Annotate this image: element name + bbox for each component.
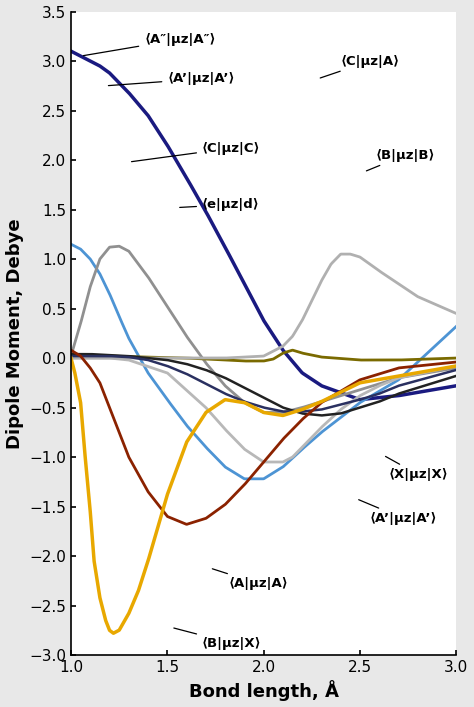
Text: ⟨A’|μᴢ|A’⟩: ⟨A’|μᴢ|A’⟩ [109,72,235,86]
Text: ⟨C|μᴢ|C⟩: ⟨C|μᴢ|C⟩ [131,141,261,162]
Text: ⟨B|μᴢ|X⟩: ⟨B|μᴢ|X⟩ [174,628,262,650]
Text: ⟨X|μᴢ|X⟩: ⟨X|μᴢ|X⟩ [385,457,448,481]
Text: ⟨A’|μᴢ|A’⟩: ⟨A’|μᴢ|A’⟩ [359,500,437,525]
Text: ⟨C|μᴢ|A⟩: ⟨C|μᴢ|A⟩ [320,54,400,78]
Text: ⟨B|μᴢ|B⟩: ⟨B|μᴢ|B⟩ [366,148,435,171]
Text: ⟨e|μᴢ|d⟩: ⟨e|μᴢ|d⟩ [180,198,260,211]
Y-axis label: Dipole Moment, Debye: Dipole Moment, Debye [6,218,24,449]
Text: ⟨A″|μᴢ|A″⟩: ⟨A″|μᴢ|A″⟩ [83,33,216,56]
X-axis label: Bond length, Å: Bond length, Å [189,680,338,701]
Text: ⟨A|μᴢ|A⟩: ⟨A|μᴢ|A⟩ [212,568,289,590]
